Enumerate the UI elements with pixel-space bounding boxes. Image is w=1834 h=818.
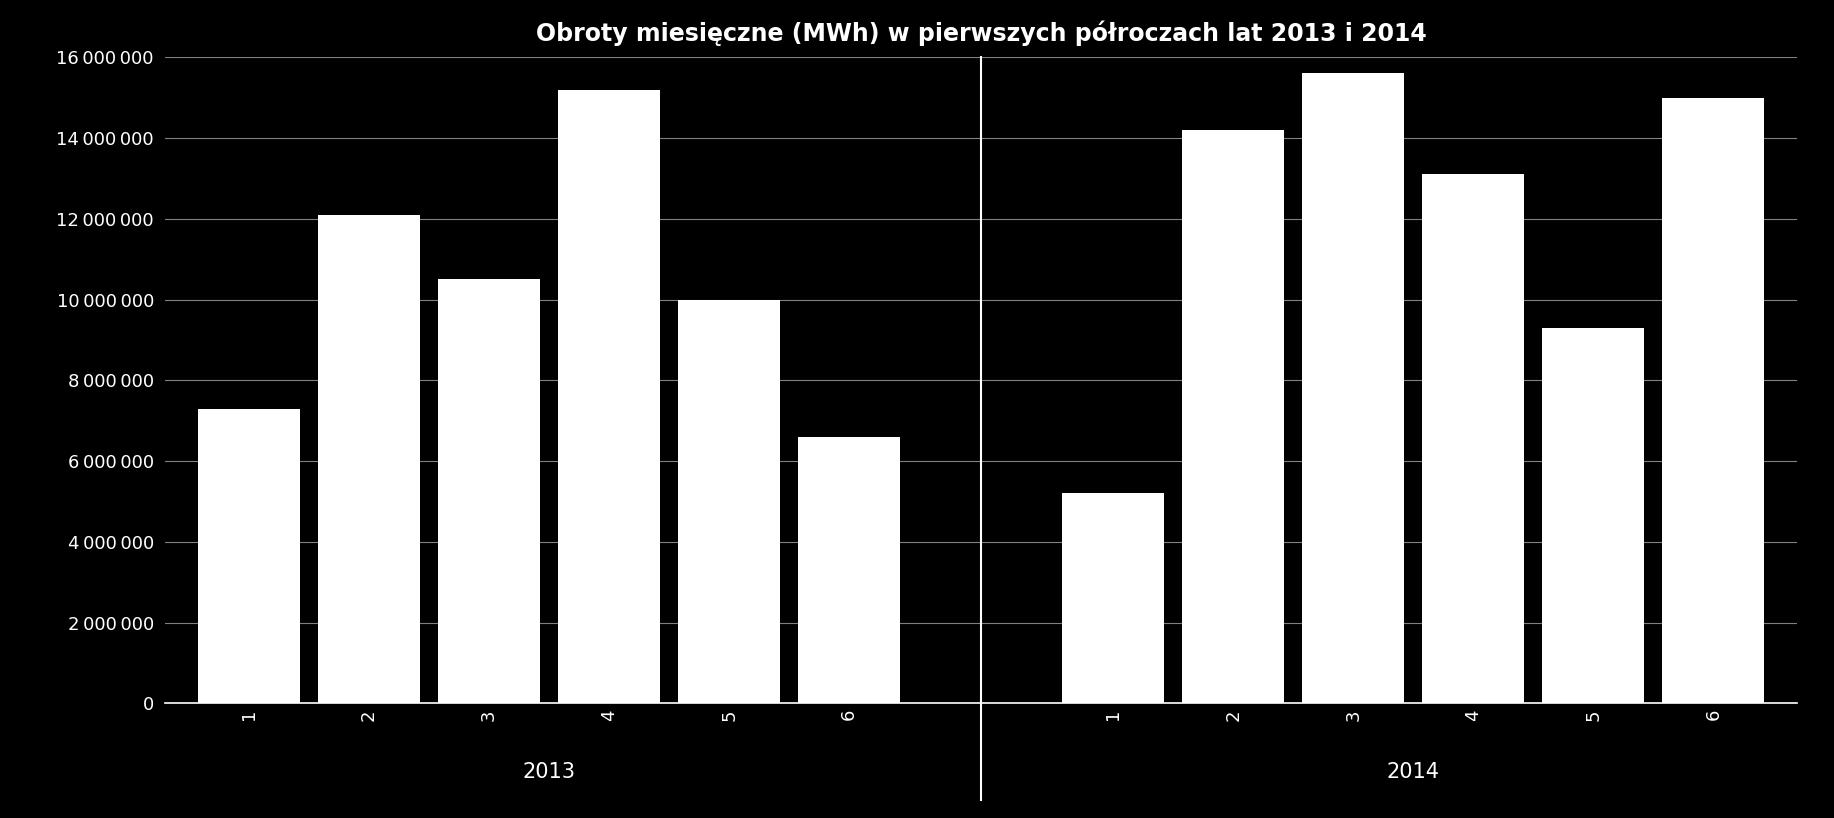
Bar	[679, 299, 779, 703]
Bar	[1302, 74, 1405, 703]
Bar	[798, 437, 900, 703]
Bar	[1662, 97, 1764, 703]
Bar	[198, 409, 301, 703]
Text: 2014: 2014	[1387, 762, 1440, 782]
Bar	[317, 215, 420, 703]
Bar	[1062, 493, 1165, 703]
Bar	[1183, 130, 1284, 703]
Text: 2013: 2013	[523, 762, 576, 782]
Title: Obroty miesięczne (MWh) w pierwszych półroczach lat 2013 i 2014: Obroty miesięczne (MWh) w pierwszych pół…	[536, 20, 1427, 46]
Bar	[438, 280, 541, 703]
Bar	[1421, 174, 1524, 703]
Bar	[1542, 328, 1645, 703]
Bar	[558, 90, 660, 703]
